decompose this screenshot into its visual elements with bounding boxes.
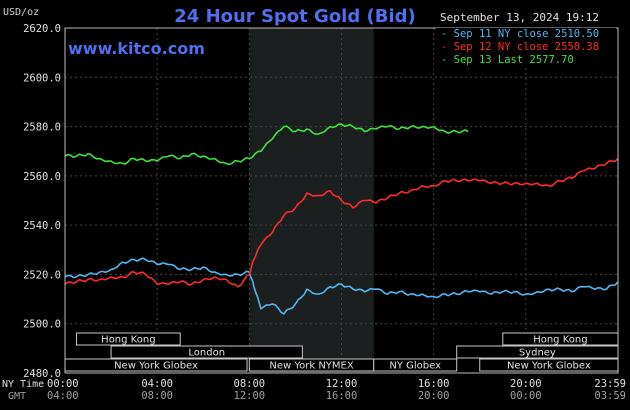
legend-background (436, 28, 616, 68)
session-bar (110, 345, 303, 359)
session-label: Hong Kong (533, 335, 587, 346)
y-tick-label: 2580.0 (23, 122, 61, 134)
legend-label-sep11: Sep 11 NY close 2510.50 (454, 28, 599, 40)
session-label: London (188, 348, 225, 359)
x-axis-ticks: 00:0004:0004:0008:0008:0012:0012:0016:00… (47, 378, 626, 402)
x-tick-ny: 16:00 (418, 378, 450, 390)
x-tick-ny: 20:00 (510, 378, 542, 390)
x-tick-ny: 12:00 (326, 378, 358, 390)
session-label: New York Globex (507, 361, 591, 372)
watermark: www.kitco.com (68, 39, 205, 58)
y-tick-label: 2620.0 (23, 23, 61, 35)
legend-marker-sep11: - (441, 28, 447, 40)
legend-item-sep13: - Sep 13 Last 2577.70 (441, 54, 574, 66)
session-label: Sydney (519, 348, 556, 359)
x-tick-gmt: 20:00 (418, 390, 450, 402)
session-label: NY Globex (389, 361, 441, 372)
series-line (64, 158, 619, 288)
session-label: Hong Kong (101, 335, 155, 346)
series-line (64, 257, 619, 315)
y-tick-label: 2520.0 (23, 269, 61, 281)
plot-frame (64, 27, 619, 374)
legend-item-sep11: - Sep 11 NY close 2510.50 (441, 28, 599, 40)
x-tick-ny: 00:00 (47, 378, 79, 390)
legend-item-sep12: - Sep 12 NY close 2550.38 (441, 41, 599, 53)
unit-label: USD/oz (3, 7, 39, 18)
ny-time-label: NY Time (2, 379, 44, 390)
session-bar (456, 345, 619, 359)
nymex-session-shade (249, 28, 374, 373)
x-tick-gmt: 08:00 (141, 390, 173, 402)
session-bar (64, 358, 248, 372)
chart-title: 24 Hour Spot Gold (Bid) (174, 6, 415, 27)
x-tick-ny: 23:59 (594, 378, 626, 390)
y-tick-label: 2600.0 (23, 72, 61, 84)
y-tick-label: 2540.0 (23, 220, 61, 232)
x-tick-gmt: 16:00 (326, 390, 358, 402)
session-bar (373, 358, 458, 372)
session-bar (502, 332, 619, 346)
y-tick-label: 2560.0 (23, 171, 61, 183)
grid (65, 28, 618, 373)
legend-marker-sep12: - (441, 41, 447, 53)
session-bar (479, 358, 619, 372)
legend-label-sep13: Sep 13 Last 2577.70 (454, 54, 574, 66)
x-tick-gmt: 04:00 (47, 390, 79, 402)
gmt-label: GMT (8, 391, 26, 402)
market-sessions: Hong Kong Hong Kong London Sydney New York G… (64, 332, 619, 372)
y-tick-label: 2480.0 (23, 368, 61, 380)
legend-marker-sep13: - (441, 54, 447, 66)
session-label: New York NYMEX (269, 361, 354, 372)
x-tick-gmt: 03:59 (594, 390, 626, 402)
y-tick-label: 2500.0 (23, 319, 61, 331)
series-group (64, 123, 619, 315)
series-line (64, 123, 469, 166)
x-tick-gmt: 12:00 (234, 390, 266, 402)
legend: - Sep 11 NY close 2510.50 - Sep 12 NY cl… (436, 28, 616, 68)
x-tick-gmt: 00:00 (510, 390, 542, 402)
session-bar (76, 332, 181, 346)
y-axis-ticks: 2480.0 2500.0 2520.0 2540.0 2560.0 2580.0 2600… (23, 23, 61, 380)
x-tick-ny: 04:00 (141, 378, 173, 390)
timestamp: September 13, 2024 19:12 (440, 11, 599, 24)
x-tick-ny: 08:00 (234, 378, 266, 390)
session-label: New York Globex (114, 361, 198, 372)
legend-label-sep12: Sep 12 NY close 2550.38 (454, 41, 599, 53)
